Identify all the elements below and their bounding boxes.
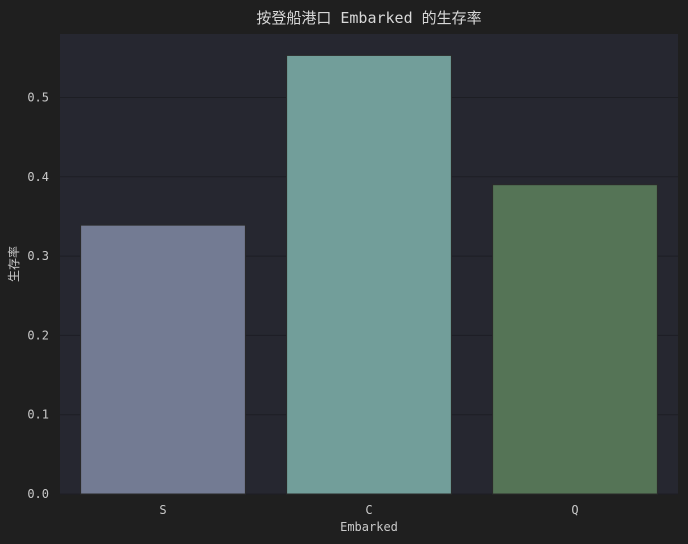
bar-c [286, 54, 452, 495]
bar-s [80, 224, 246, 495]
x-tick-label: S [159, 503, 166, 517]
y-tick-label: 0.3 [27, 249, 49, 263]
x-axis-label: Embarked [340, 520, 398, 534]
y-axis-label: 生存率 [6, 246, 21, 282]
chart-title: 按登船港口 Embarked 的生存率 [256, 9, 481, 27]
bars [80, 54, 658, 495]
bar-q [492, 184, 658, 495]
y-tick-label: 0.5 [27, 90, 49, 104]
y-tick-label: 0.1 [27, 408, 49, 422]
x-tick-label: C [365, 503, 372, 517]
y-tick-label: 0.2 [27, 328, 49, 342]
x-tick-label: Q [571, 503, 578, 517]
y-tick-label: 0.0 [27, 487, 49, 501]
y-tick-label: 0.4 [27, 170, 49, 184]
y-axis-ticks: 0.0 0.1 0.2 0.3 0.4 0.5 [27, 90, 49, 501]
